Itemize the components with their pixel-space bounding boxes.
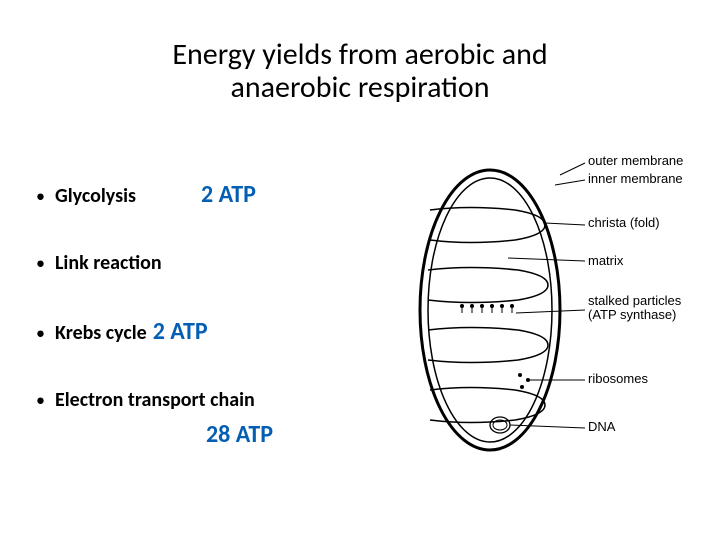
figure-label: inner membrane: [588, 171, 683, 186]
figure-label: stalked particles: [588, 293, 682, 308]
atp-value: 2 ATP: [153, 317, 208, 346]
figure-label: ribosomes: [588, 371, 648, 386]
bullet-label: Link reaction: [55, 251, 162, 275]
figure-label: DNA: [588, 419, 616, 434]
bullet-dot: •: [36, 185, 45, 207]
bullet-dot: •: [36, 252, 45, 274]
title-line-2: anaerobic respiration: [231, 69, 490, 106]
bullet-dot: •: [36, 389, 45, 411]
figure-label: outer membrane: [588, 155, 683, 168]
bullet-item: • Link reaction: [36, 251, 376, 275]
figure-label: (ATP synthase): [588, 307, 676, 322]
bullet-label: Glycolysis: [55, 184, 136, 208]
bullet-label: Krebs cycle: [55, 321, 147, 345]
mitochondrion-figure: outer membrane inner membrane christa (fol…: [400, 155, 700, 465]
bullet-label: Electron transport chain: [55, 388, 255, 412]
figure-label: christa (fold): [588, 215, 660, 230]
atp-value: 2 ATP: [201, 180, 256, 209]
bullet-list: • Glycolysis 2 ATP • Link reaction • Krebs cyc…: [36, 180, 376, 449]
figure-label: matrix: [588, 253, 624, 268]
bullet-item: • Krebs cycle2 ATP: [36, 317, 376, 346]
title-line-1: Energy yields from aerobic and: [172, 36, 547, 73]
atp-value: 28 ATP: [206, 420, 376, 449]
bullet-dot: •: [36, 322, 45, 344]
bullet-item: • Glycolysis 2 ATP: [36, 180, 376, 209]
bullet-item: • Electron transport chain: [36, 388, 376, 412]
slide-title: Energy yields from aerobic and anaerobic…: [0, 0, 720, 104]
